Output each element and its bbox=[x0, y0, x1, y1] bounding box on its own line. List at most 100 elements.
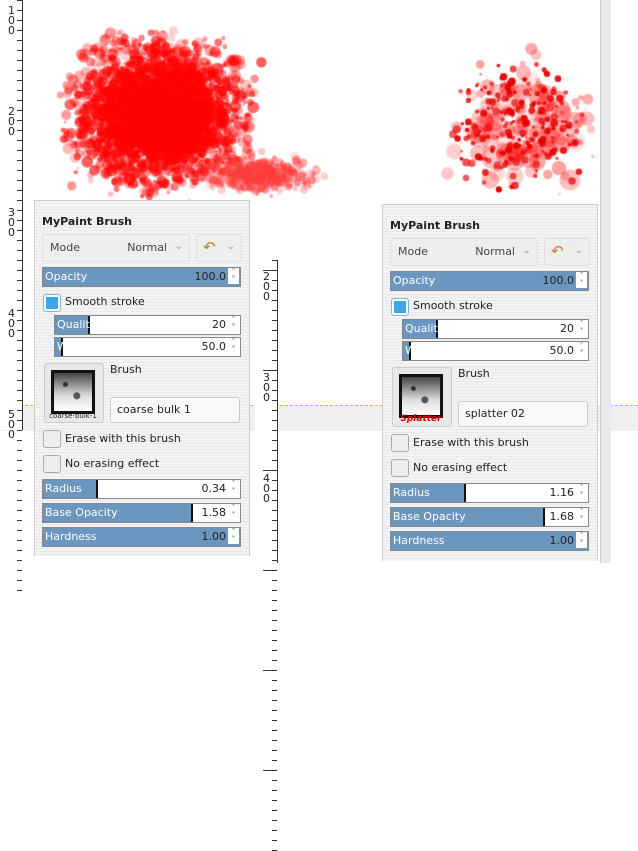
slider-fill bbox=[43, 504, 193, 522]
spin-arrows-icon[interactable]: ˄ ˅ bbox=[228, 480, 239, 496]
spin-arrows-icon[interactable]: ˄ ˅ bbox=[576, 532, 587, 548]
spin-arrows-icon[interactable]: ˄ ˅ bbox=[576, 320, 587, 336]
weight-slider[interactable]: Weight 50.0 ˄ ˅ bbox=[54, 337, 241, 357]
radius-slider[interactable]: Radius 1.16 ˄ ˅ bbox=[390, 483, 589, 503]
brush-selector-button[interactable]: coarse-bulk-1 bbox=[44, 363, 104, 423]
reset-brush-button[interactable]: ↶ ⌄ bbox=[544, 238, 590, 266]
base-opacity-slider[interactable]: Base Opacity 1.68 ˄ ˅ bbox=[390, 507, 589, 527]
ruler-tick bbox=[17, 40, 22, 41]
slider-label: Opacity bbox=[393, 274, 436, 287]
brush-selector-button[interactable]: Splatter bbox=[392, 367, 452, 427]
ruler-tick bbox=[272, 420, 277, 421]
mode-combo[interactable]: Mode Normal ⌄ bbox=[390, 238, 538, 266]
spin-arrows-icon[interactable]: ˄ ˅ bbox=[576, 272, 587, 288]
mode-label: Mode bbox=[50, 241, 80, 254]
panel-divider[interactable] bbox=[600, 0, 611, 563]
ruler-tick bbox=[17, 50, 22, 51]
ruler-tick bbox=[263, 570, 277, 571]
ruler-tick bbox=[17, 400, 22, 401]
reset-brush-button[interactable]: ↶ ⌄ bbox=[196, 234, 242, 262]
ruler-tick bbox=[272, 550, 277, 551]
smooth-stroke-checkbox[interactable] bbox=[43, 294, 61, 312]
ruler-tick bbox=[272, 500, 277, 501]
slider-label: Base Opacity bbox=[45, 506, 118, 519]
ruler-tick bbox=[272, 450, 277, 451]
ruler-label: 400 bbox=[263, 472, 270, 505]
slider-value: 0.34 bbox=[201, 482, 227, 495]
ruler-tick bbox=[17, 350, 22, 351]
hardness-slider[interactable]: Hardness 1.00 ˄ ˅ bbox=[42, 527, 241, 547]
ruler-tick bbox=[272, 310, 277, 311]
ruler-tick bbox=[272, 690, 277, 691]
ruler-tick bbox=[272, 280, 277, 281]
slider-value: 1.16 bbox=[549, 486, 575, 499]
spin-arrows-icon[interactable]: ˄ ˅ bbox=[228, 528, 239, 544]
ruler-tick bbox=[17, 190, 22, 191]
spin-arrows-icon[interactable]: ˄ ˅ bbox=[228, 504, 239, 520]
ruler-tick bbox=[17, 220, 22, 221]
ruler-tick bbox=[272, 640, 277, 641]
quality-slider[interactable]: Quality 20 ˄ ˅ bbox=[54, 315, 241, 335]
vertical-ruler-left[interactable]: 100 200 300 400 500 bbox=[0, 0, 23, 591]
mode-combo[interactable]: Mode Normal ⌄ bbox=[42, 234, 190, 262]
opacity-slider[interactable]: Opacity 100.0 ˄ ˅ bbox=[390, 271, 589, 291]
slider-fill bbox=[403, 342, 411, 360]
slider-label: Quality bbox=[57, 318, 97, 331]
ruler-tick bbox=[272, 540, 277, 541]
ruler-tick bbox=[272, 360, 277, 361]
brush-preview-image bbox=[399, 374, 443, 418]
no-erasing-checkbox[interactable] bbox=[43, 455, 61, 473]
hardness-slider[interactable]: Hardness 1.00 ˄ ˅ bbox=[390, 531, 589, 551]
spin-arrows-icon[interactable]: ˄ ˅ bbox=[228, 338, 239, 354]
smooth-stroke-label: Smooth stroke bbox=[413, 299, 493, 312]
spin-arrows-icon[interactable]: ˄ ˅ bbox=[576, 508, 587, 524]
slider-label: Quality bbox=[405, 322, 445, 335]
erase-checkbox[interactable] bbox=[43, 430, 61, 448]
chevron-down-icon: ⌄ bbox=[226, 241, 235, 252]
ruler-tick bbox=[272, 530, 277, 531]
brush-name-field[interactable]: splatter 02 bbox=[458, 401, 588, 427]
ruler-tick bbox=[17, 570, 22, 571]
ruler-tick bbox=[17, 300, 22, 301]
brush-preview-image bbox=[51, 370, 95, 414]
ruler-tick bbox=[272, 350, 277, 351]
ruler-tick bbox=[263, 270, 277, 271]
vertical-ruler-middle[interactable]: 200 300 400 bbox=[255, 260, 278, 851]
radius-slider[interactable]: Radius 0.34 ˄ ˅ bbox=[42, 479, 241, 499]
spin-arrows-icon[interactable]: ˄ ˅ bbox=[228, 268, 239, 284]
ruler-tick bbox=[272, 480, 277, 481]
ruler-tick bbox=[17, 270, 22, 271]
ruler-tick bbox=[272, 710, 277, 711]
ruler-tick bbox=[17, 70, 22, 71]
spin-arrows-icon[interactable]: ˄ ˅ bbox=[576, 484, 587, 500]
slider-fill bbox=[403, 320, 439, 338]
brush-name-field[interactable]: coarse bulk 1 bbox=[110, 397, 240, 423]
chevron-down-icon: ⌄ bbox=[522, 245, 531, 256]
weight-slider[interactable]: Weight 50.0 ˄ ˅ bbox=[402, 341, 589, 361]
no-erasing-label: No erasing effect bbox=[413, 461, 508, 474]
smooth-stroke-checkbox[interactable] bbox=[391, 298, 409, 316]
ruler-tick bbox=[17, 90, 22, 91]
spin-arrows-icon[interactable]: ˄ ˅ bbox=[228, 316, 239, 332]
ruler-label: 300 bbox=[263, 371, 270, 404]
opacity-slider[interactable]: Opacity 100.0 ˄ ˅ bbox=[42, 267, 241, 287]
no-erasing-checkbox[interactable] bbox=[391, 459, 409, 477]
ruler-tick bbox=[272, 430, 277, 431]
ruler-tick bbox=[17, 100, 22, 101]
ruler-tick bbox=[17, 560, 22, 561]
ruler-tick bbox=[17, 530, 22, 531]
quality-slider[interactable]: Quality 20 ˄ ˅ bbox=[402, 319, 589, 339]
ruler-tick bbox=[272, 830, 277, 831]
ruler-tick bbox=[17, 500, 22, 501]
base-opacity-slider[interactable]: Base Opacity 1.58 ˄ ˅ bbox=[42, 503, 241, 523]
slider-label: Radius bbox=[393, 486, 430, 499]
slider-value: 1.00 bbox=[549, 534, 575, 547]
slider-label: Weight bbox=[57, 340, 96, 353]
spin-arrows-icon[interactable]: ˄ ˅ bbox=[576, 342, 587, 358]
ruler-tick bbox=[17, 470, 22, 471]
ruler-tick bbox=[272, 820, 277, 821]
chevron-down-icon: ⌄ bbox=[574, 245, 583, 256]
slider-value: 50.0 bbox=[201, 340, 227, 353]
erase-checkbox[interactable] bbox=[391, 434, 409, 452]
ruler-tick bbox=[272, 410, 277, 411]
